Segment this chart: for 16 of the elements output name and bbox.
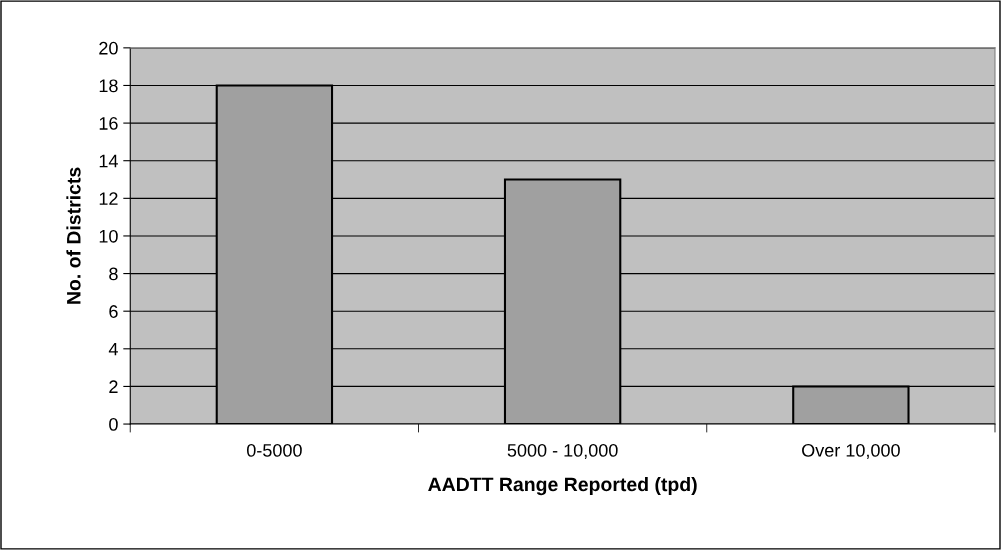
x-tick-label: 5000 - 10,000 xyxy=(507,443,618,459)
y-tick-label: 6 xyxy=(109,305,118,318)
y-tick-label: 0 xyxy=(109,417,118,431)
x-tick-label: Over 10,000 xyxy=(802,443,900,459)
y-tick-label: 18 xyxy=(99,79,118,93)
y-tick-label: 2 xyxy=(109,380,118,393)
x-tick-label: 0-5000 xyxy=(246,443,302,457)
y-tick-label: 16 xyxy=(99,117,118,130)
y-axis-title: No. of Districts xyxy=(66,167,81,304)
y-tick-label: 14 xyxy=(99,154,118,168)
y-tick-label: 12 xyxy=(99,192,118,205)
x-axis-title: AADTT Range Reported (tpd) xyxy=(428,476,697,496)
y-tick-label: 4 xyxy=(108,342,118,356)
y-tick-label: 20 xyxy=(99,41,118,55)
y-tick-label: 10 xyxy=(99,229,118,243)
y-tick-label: 8 xyxy=(109,267,118,281)
